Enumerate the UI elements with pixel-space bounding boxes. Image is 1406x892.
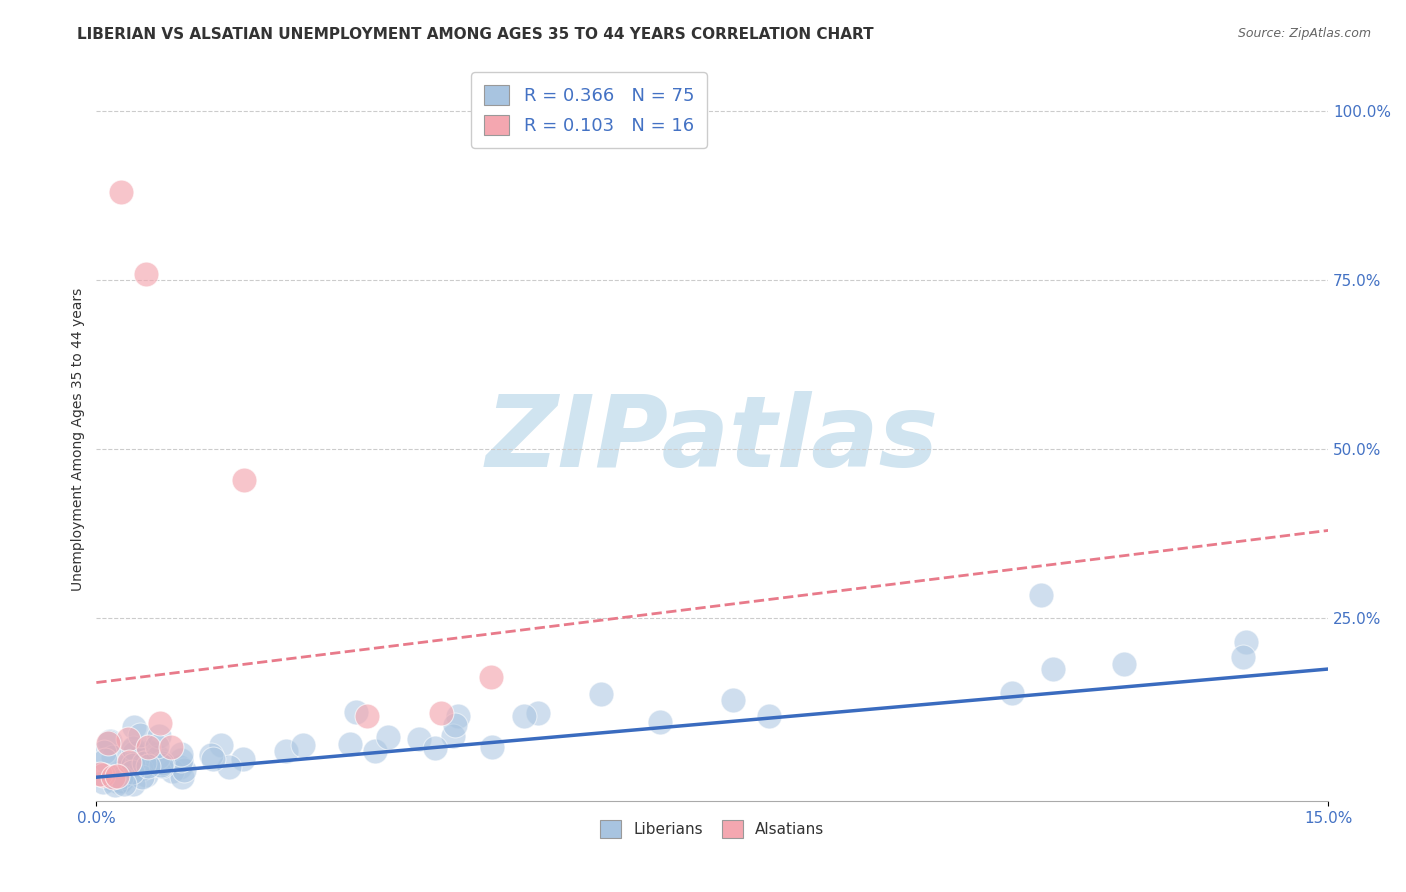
Point [131,770,153,784]
Text: Source: ZipAtlas.com: Source: ZipAtlas.com [1237,27,1371,40]
Point [121,765,143,780]
Point [98,734,121,748]
Point [170,753,193,767]
Point [479,669,502,683]
Point [339,737,361,751]
Point [377,730,399,744]
Point [1234,635,1257,649]
Point [364,744,387,758]
Point [104,778,127,792]
Point [160,764,183,779]
Point [103,772,125,787]
Point [149,716,172,731]
Point [122,720,145,734]
Point [172,770,194,784]
Point [124,747,146,761]
Point [146,739,169,753]
Point [94,753,117,767]
Point [118,768,141,782]
Point [112,777,135,791]
Point [110,774,132,789]
Y-axis label: Unemployment Among Ages 35 to 44 years: Unemployment Among Ages 35 to 44 years [72,287,86,591]
Point [134,756,156,770]
Point [169,760,191,774]
Point [408,732,430,747]
Point [527,706,550,721]
Point [481,740,503,755]
Point [91,774,114,789]
Point [135,767,157,781]
Point [128,727,150,741]
Point [150,756,173,771]
Point [218,760,240,774]
Legend: Liberians, Alsatians: Liberians, Alsatians [593,814,831,844]
Point [115,759,138,773]
Point [136,740,159,755]
Point [112,764,135,778]
Point [118,759,141,773]
Point [1029,588,1052,602]
Point [169,747,191,761]
Point [135,755,157,769]
Point [292,738,315,752]
Point [148,750,170,764]
Point [148,729,170,743]
Point [721,693,744,707]
Point [91,768,114,782]
Point [105,769,128,783]
Point [89,767,111,781]
Point [121,743,143,757]
Point [447,709,470,723]
Point [444,718,467,732]
Text: ZIPatlas: ZIPatlas [485,391,939,488]
Point [138,745,160,759]
Point [152,759,174,773]
Point [110,770,132,784]
Text: LIBERIAN VS ALSATIAN UNEMPLOYMENT AMONG AGES 35 TO 44 YEARS CORRELATION CHART: LIBERIAN VS ALSATIAN UNEMPLOYMENT AMONG … [77,27,875,42]
Point [129,762,152,776]
Point [121,758,143,772]
Point [135,267,157,281]
Point [430,706,453,721]
Point [110,186,132,200]
Point [513,709,536,723]
Point [1112,657,1135,671]
Point [159,739,181,754]
Point [1232,650,1254,665]
Point [200,747,222,762]
Point [232,752,254,766]
Point [209,738,232,752]
Point [589,688,612,702]
Point [89,767,111,781]
Point [97,736,120,750]
Point [356,709,378,723]
Point [121,777,143,791]
Point [344,706,367,720]
Point [103,749,125,764]
Point [423,740,446,755]
Point [441,730,464,744]
Point [136,759,159,773]
Point [1042,662,1064,676]
Point [98,735,121,749]
Point [93,745,115,759]
Point [201,752,224,766]
Point [173,763,195,777]
Point [758,709,780,723]
Point [1001,686,1024,700]
Point [117,732,139,747]
Point [108,775,131,789]
Point [118,756,141,770]
Point [128,750,150,764]
Point [101,770,124,784]
Point [149,757,172,772]
Point [233,473,256,487]
Point [274,744,297,758]
Point [122,740,145,755]
Point [111,764,134,779]
Point [648,715,671,730]
